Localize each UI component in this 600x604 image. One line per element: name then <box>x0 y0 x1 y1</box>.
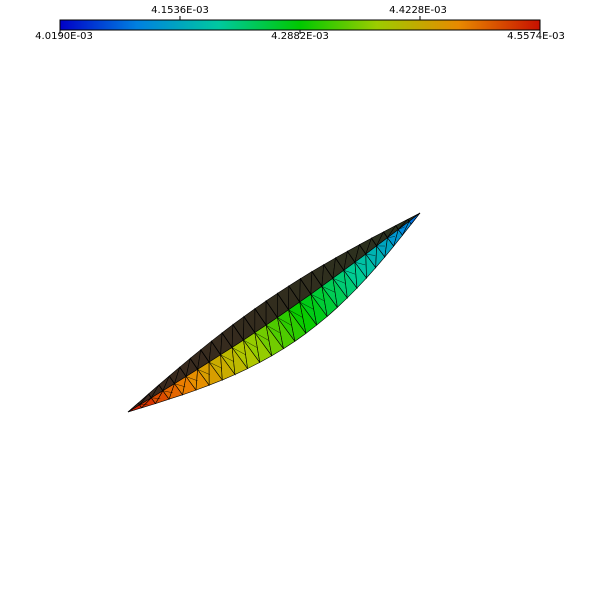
colorbar-tick-bottom-3: 4.5574E-03 <box>507 31 565 43</box>
colorbar-tick-bottom-2: 4.2882E-03 <box>271 31 329 43</box>
colorbar-tick-bottom-1: 4.0190E-03 <box>35 31 93 43</box>
fe-mesh[interactable] <box>128 213 420 412</box>
color-bar <box>60 20 540 30</box>
colorbar-tick-top-2: 4.4228E-03 <box>389 5 447 17</box>
colorbar-tick-top-1: 4.1536E-03 <box>151 5 209 17</box>
